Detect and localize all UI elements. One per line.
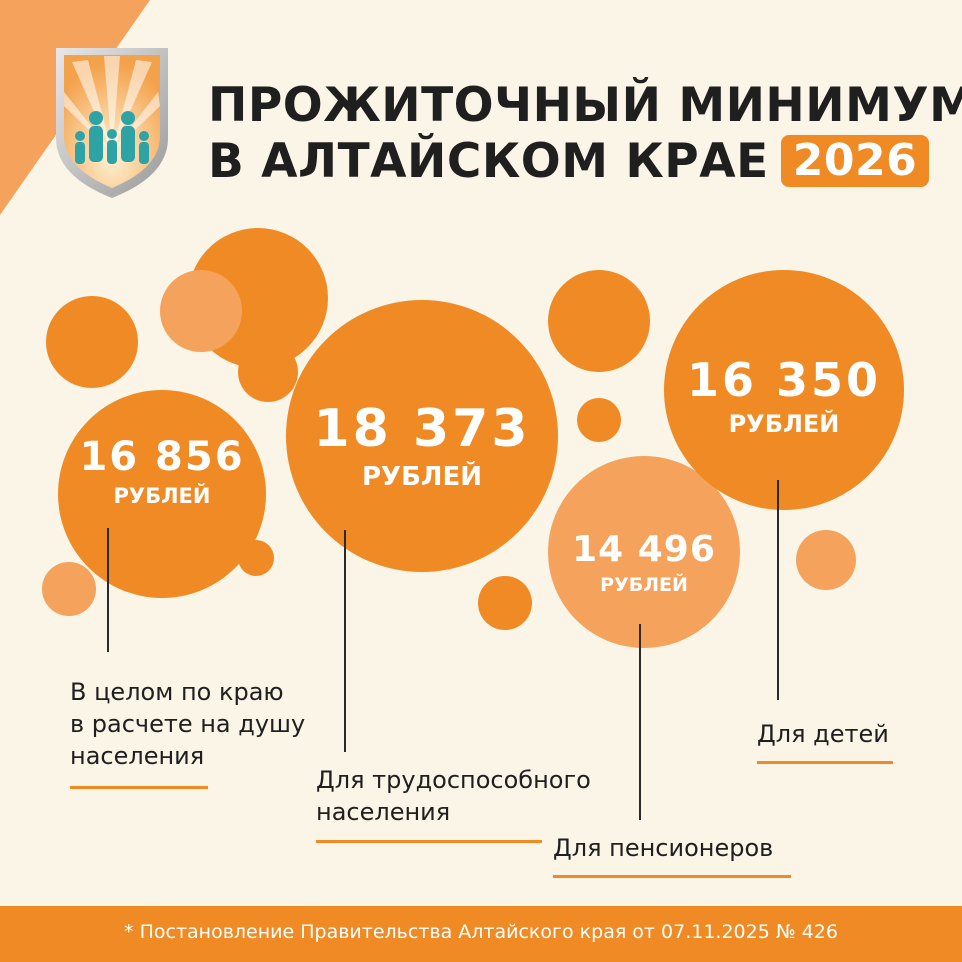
decor-circle	[548, 270, 650, 372]
year-badge: 2026	[780, 135, 930, 187]
label-children: Для детей	[757, 718, 889, 750]
footer-note: * Постановление Правительства Алтайского…	[0, 906, 962, 962]
stat-circle-pensioners	[548, 456, 740, 648]
label-underline	[553, 875, 791, 878]
connector-line	[777, 480, 779, 700]
label-line: Для трудоспособного	[316, 766, 591, 794]
stat-per-capita: 16 856 РУБЛЕЙ	[58, 432, 266, 510]
stat-working-age: 18 373 РУБЛЕЙ	[286, 398, 558, 494]
label-line: населения	[70, 742, 205, 770]
label-pensioners: Для пенсионеров	[553, 832, 773, 864]
label-line: в расчете на душу	[70, 710, 306, 738]
label-line: Для пенсионеров	[553, 834, 774, 862]
decor-circle	[238, 342, 298, 402]
stat-value: 16 856	[79, 434, 245, 480]
connector-line	[639, 624, 641, 820]
label-underline	[757, 761, 893, 764]
stat-value: 18 373	[313, 399, 531, 459]
connector-line	[344, 530, 346, 752]
family-shield-icon	[56, 48, 168, 198]
stat-circle-children	[664, 270, 904, 510]
label-line: Для детей	[757, 720, 889, 748]
stat-value: 16 350	[686, 353, 882, 407]
title-line-2-text: В АЛТАЙСКОМ КРАЕ	[208, 134, 769, 189]
label-underline	[316, 840, 542, 843]
connector-line	[107, 528, 109, 652]
title-line-1: ПРОЖИТОЧНЫЙ МИНИМУМ	[208, 78, 962, 133]
label-underline	[70, 786, 208, 789]
title-line-2: В АЛТАЙСКОМ КРАЕ 2026	[208, 134, 962, 190]
decor-circle	[42, 562, 96, 616]
label-working-age: Для трудоспособного населения	[316, 764, 591, 828]
stat-circle-per-capita	[58, 390, 266, 598]
decor-circle	[160, 270, 242, 352]
stat-circle-working-age	[286, 300, 558, 572]
stat-children: 16 350 РУБЛЕЙ	[664, 352, 904, 440]
stat-unit: РУБЛЕЙ	[728, 410, 840, 438]
label-line: В целом по краю	[70, 678, 284, 706]
stat-value: 14 496	[572, 529, 716, 570]
decor-circle	[577, 398, 621, 442]
stat-unit: РУБЛЕЙ	[113, 484, 211, 508]
label-line: населения	[316, 798, 451, 826]
stat-unit: РУБЛЕЙ	[600, 574, 688, 596]
stat-unit: РУБЛЕЙ	[361, 462, 483, 492]
decor-circle	[46, 296, 138, 388]
page-title: ПРОЖИТОЧНЫЙ МИНИМУМ В АЛТАЙСКОМ КРАЕ 2026	[208, 78, 962, 190]
label-per-capita: В целом по краю в расчете на душу населе…	[70, 676, 305, 772]
decor-circle	[478, 576, 532, 630]
decor-circle	[796, 530, 856, 590]
stat-pensioners: 14 496 РУБЛЕЙ	[548, 528, 740, 598]
